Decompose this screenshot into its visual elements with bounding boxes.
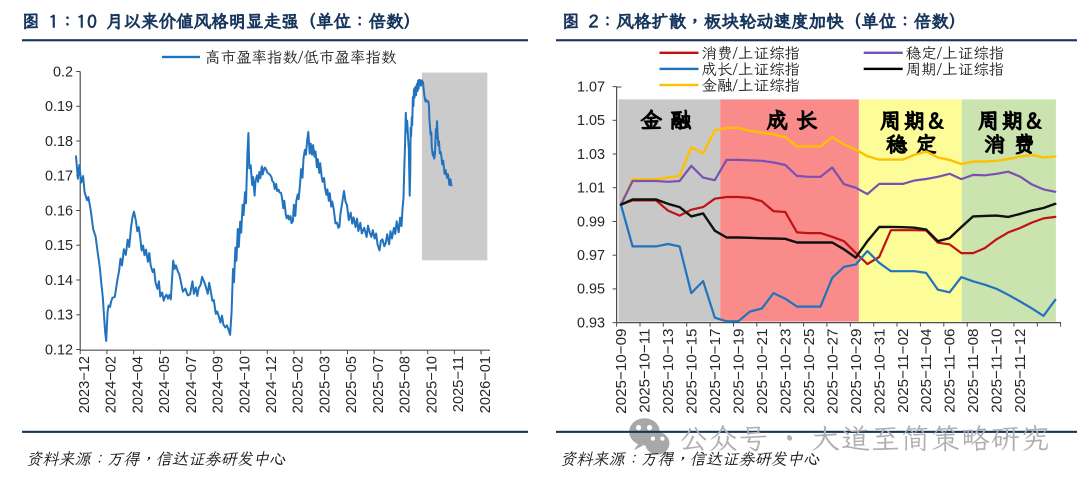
svg-text:1.07: 1.07: [577, 79, 605, 95]
svg-text:2025−10−31: 2025−10−31: [871, 329, 888, 414]
svg-text:0.97: 0.97: [577, 248, 605, 264]
svg-text:2023−12: 2023−12: [77, 356, 93, 413]
svg-text:2025−10−17: 2025−10−17: [707, 329, 724, 414]
svg-text:0.99: 0.99: [577, 214, 605, 230]
svg-text:2025−10−19: 2025−10−19: [730, 329, 747, 414]
svg-text:0.17: 0.17: [45, 169, 73, 185]
svg-text:2025−05: 2025−05: [344, 356, 360, 413]
svg-text:2025−03: 2025−03: [318, 356, 334, 413]
svg-text:2025−11−10: 2025−11−10: [989, 329, 1006, 413]
svg-text:2024−10: 2024−10: [237, 356, 253, 413]
svg-text:2025−10−15: 2025−10−15: [683, 329, 700, 414]
svg-text:2025−10−23: 2025−10−23: [777, 329, 794, 414]
svg-text:2024−02: 2024−02: [104, 356, 120, 413]
svg-text:0.95: 0.95: [577, 282, 605, 298]
svg-text:0.16: 0.16: [45, 203, 73, 219]
svg-text:0.93: 0.93: [577, 315, 605, 331]
svg-text:2024−05: 2024−05: [157, 356, 173, 413]
svg-text:2025−11−08: 2025−11−08: [965, 329, 982, 413]
svg-text:2025−10: 2025−10: [424, 356, 440, 413]
svg-text:2025−10−11: 2025−10−11: [637, 329, 654, 413]
svg-text:1.03: 1.03: [577, 147, 605, 163]
svg-text:2024−09: 2024−09: [211, 356, 227, 413]
svg-text:0.12: 0.12: [45, 342, 73, 358]
svg-text:2025−11−04: 2025−11−04: [918, 329, 935, 413]
svg-text:2025−10−21: 2025−10−21: [754, 329, 771, 414]
svg-text:2025−10−25: 2025−10−25: [801, 329, 818, 414]
svg-text:2025−11: 2025−11: [451, 356, 467, 412]
svg-text:2025−02: 2025−02: [291, 356, 307, 413]
svg-text:0.19: 0.19: [45, 99, 73, 115]
svg-text:0.15: 0.15: [45, 238, 73, 254]
svg-text:2026−01: 2026−01: [478, 356, 494, 413]
svg-text:2024−07: 2024−07: [184, 356, 200, 413]
svg-text:1.05: 1.05: [577, 113, 605, 129]
svg-text:0.18: 0.18: [45, 134, 73, 150]
svg-text:2025−11−02: 2025−11−02: [895, 329, 912, 413]
svg-text:2025−10−29: 2025−10−29: [848, 329, 865, 414]
svg-text:2025−08: 2025−08: [398, 356, 414, 413]
svg-text:2025−10−27: 2025−10−27: [824, 329, 841, 414]
svg-text:2025−11−06: 2025−11−06: [942, 329, 959, 413]
svg-text:2025−11−12: 2025−11−12: [1012, 329, 1029, 413]
svg-text:0.14: 0.14: [45, 273, 73, 289]
svg-text:2025−10−13: 2025−10−13: [660, 329, 677, 414]
svg-text:1.01: 1.01: [577, 181, 605, 197]
svg-text:2024−04: 2024−04: [130, 356, 146, 413]
svg-text:2025−07: 2025−07: [371, 356, 387, 413]
svg-text:2025−10−09: 2025−10−09: [613, 329, 630, 414]
svg-text:0.13: 0.13: [45, 308, 73, 324]
svg-text:2024−12: 2024−12: [264, 356, 280, 413]
svg-text:0.2: 0.2: [53, 64, 73, 80]
